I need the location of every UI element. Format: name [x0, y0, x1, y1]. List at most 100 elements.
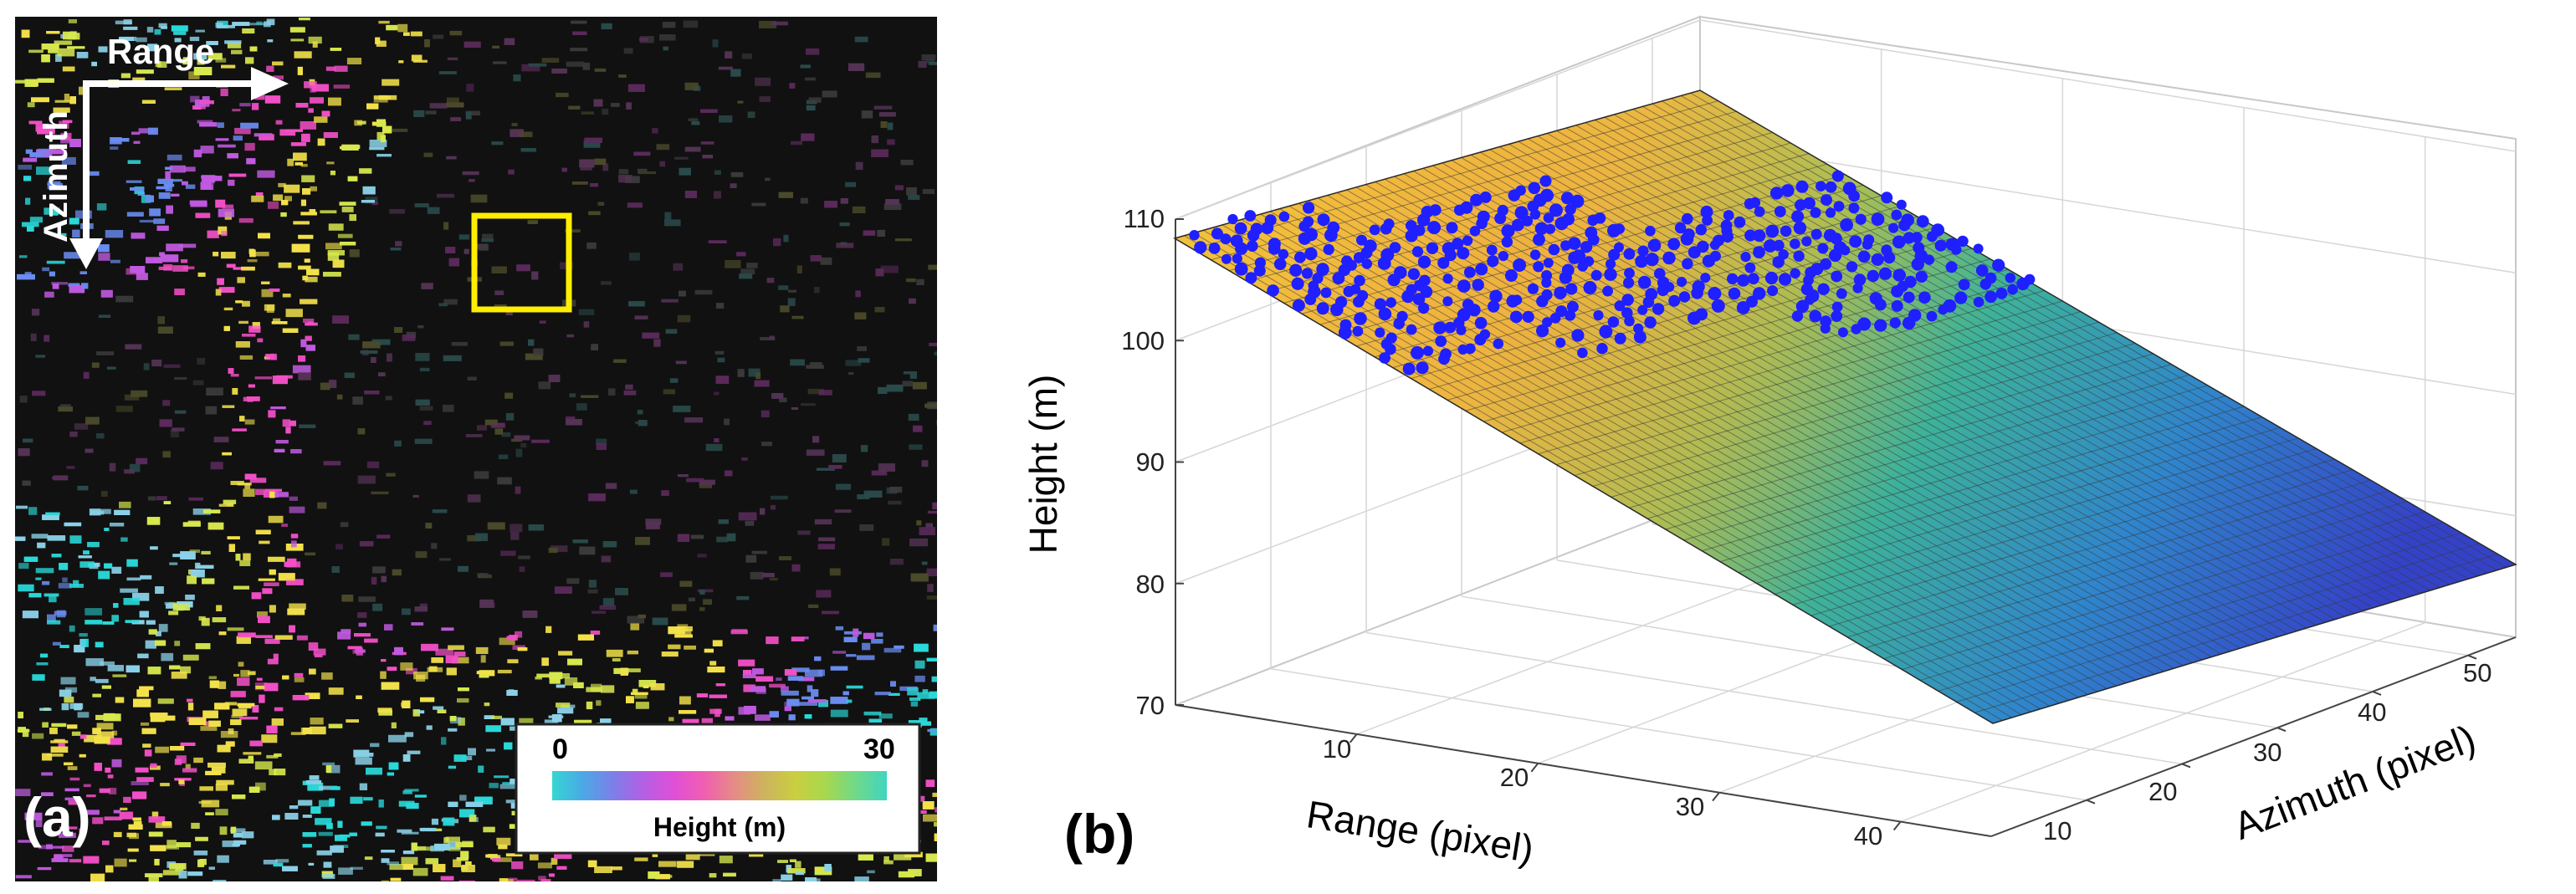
height-point [1422, 345, 1434, 356]
sar-speckle [378, 799, 384, 808]
sar-speckle [679, 710, 697, 714]
sar-speckle [44, 291, 54, 298]
grid-line-azimuth-floor [1270, 667, 2087, 801]
sar-speckle [387, 353, 392, 362]
sar-speckle [301, 133, 310, 142]
height-point [1606, 258, 1616, 269]
sar-speckle [47, 614, 56, 622]
mesh-line-azimuth [1662, 100, 2478, 577]
sar-speckle [634, 315, 648, 319]
sar-speckle [446, 102, 464, 108]
sar-speckle [18, 448, 30, 457]
height-point [1345, 259, 1357, 271]
sar-speckle [497, 669, 512, 674]
height-point [1888, 222, 1899, 233]
sar-speckle [79, 828, 86, 835]
sar-speckle [458, 687, 469, 692]
sar-speckle [417, 325, 424, 329]
sar-speckle [807, 388, 825, 395]
height-point [1479, 191, 1492, 203]
sar-speckle [187, 871, 203, 876]
sar-speckle [203, 509, 221, 513]
height-point [1327, 221, 1340, 234]
sar-speckle [286, 579, 304, 585]
sar-speckle [516, 264, 530, 272]
sar-speckle [339, 202, 356, 206]
sar-speckle [59, 689, 72, 697]
sar-speckle [443, 222, 449, 230]
sar-speckle [635, 702, 649, 709]
azimuth-arrow [69, 80, 103, 269]
sar-speckle [928, 61, 937, 65]
sar-speckle [402, 700, 411, 708]
height-point [1614, 223, 1625, 235]
height-point [1975, 264, 1989, 277]
sar-speckle [145, 640, 156, 649]
sar-speckle [30, 333, 37, 341]
height-point [1647, 238, 1662, 253]
sar-speckle [290, 534, 299, 539]
sar-speckle [286, 561, 301, 568]
sar-speckle [859, 524, 874, 531]
height-point [1467, 304, 1481, 317]
height-point [1821, 194, 1832, 207]
sar-speckle [198, 616, 206, 621]
sar-speckle [255, 488, 265, 495]
sar-speckle [208, 720, 221, 727]
sar-speckle [180, 551, 196, 559]
sar-speckle [627, 650, 638, 655]
sar-speckle [389, 209, 405, 214]
sar-speckle [328, 687, 344, 695]
sar-speckle [170, 429, 179, 437]
sar-speckle [443, 355, 462, 361]
sar-speckle [883, 203, 902, 210]
sar-speckle [281, 524, 288, 527]
height-point [1477, 210, 1490, 223]
sar-speckle [44, 335, 50, 342]
sar-speckle [601, 685, 615, 693]
sar-speckle [258, 578, 275, 581]
height-point [1753, 287, 1766, 300]
mesh-line-range [1683, 385, 2208, 541]
colorbar-min-label: 0 [552, 733, 568, 765]
mesh-line-azimuth [1623, 111, 2440, 589]
height-point [1778, 249, 1789, 260]
sar-speckle [421, 643, 438, 651]
y-axis-line [1990, 636, 2517, 837]
sar-speckle [576, 403, 587, 411]
sar-speckle [816, 467, 835, 471]
sar-speckle [917, 692, 935, 699]
sar-speckle [856, 655, 875, 661]
sar-speckle [620, 667, 628, 676]
sar-speckle [565, 229, 581, 232]
sar-speckle [18, 840, 34, 843]
sar-speckle [64, 522, 82, 527]
sar-speckle [92, 693, 101, 697]
height-point [1580, 241, 1593, 253]
sar-speckle [73, 580, 79, 587]
sar-speckle [132, 592, 150, 601]
sar-speckle [38, 845, 47, 850]
sar-speckle [525, 353, 543, 360]
sar-speckle [221, 252, 236, 259]
y-tick-40: 40 [2358, 697, 2386, 727]
sar-speckle [812, 436, 820, 443]
height-point [1992, 258, 2005, 272]
height-point [1831, 270, 1843, 283]
sar-speckle [299, 424, 316, 428]
sar-speckle [716, 536, 728, 543]
panel-b-label: (b) [1064, 803, 1134, 865]
sar-speckle [668, 644, 681, 650]
sar-speckle [699, 590, 705, 595]
mesh-line-azimuth [1575, 125, 2393, 603]
height-point [1356, 234, 1367, 246]
sar-speckle [215, 289, 222, 296]
sar-speckle [206, 387, 223, 396]
height-point [1645, 253, 1659, 267]
sar-speckle [740, 268, 755, 274]
height-point [1549, 203, 1563, 217]
sar-speckle [590, 631, 601, 635]
height-point [1848, 202, 1860, 214]
sar-speckle [925, 779, 935, 787]
sar-speckle [269, 569, 276, 575]
